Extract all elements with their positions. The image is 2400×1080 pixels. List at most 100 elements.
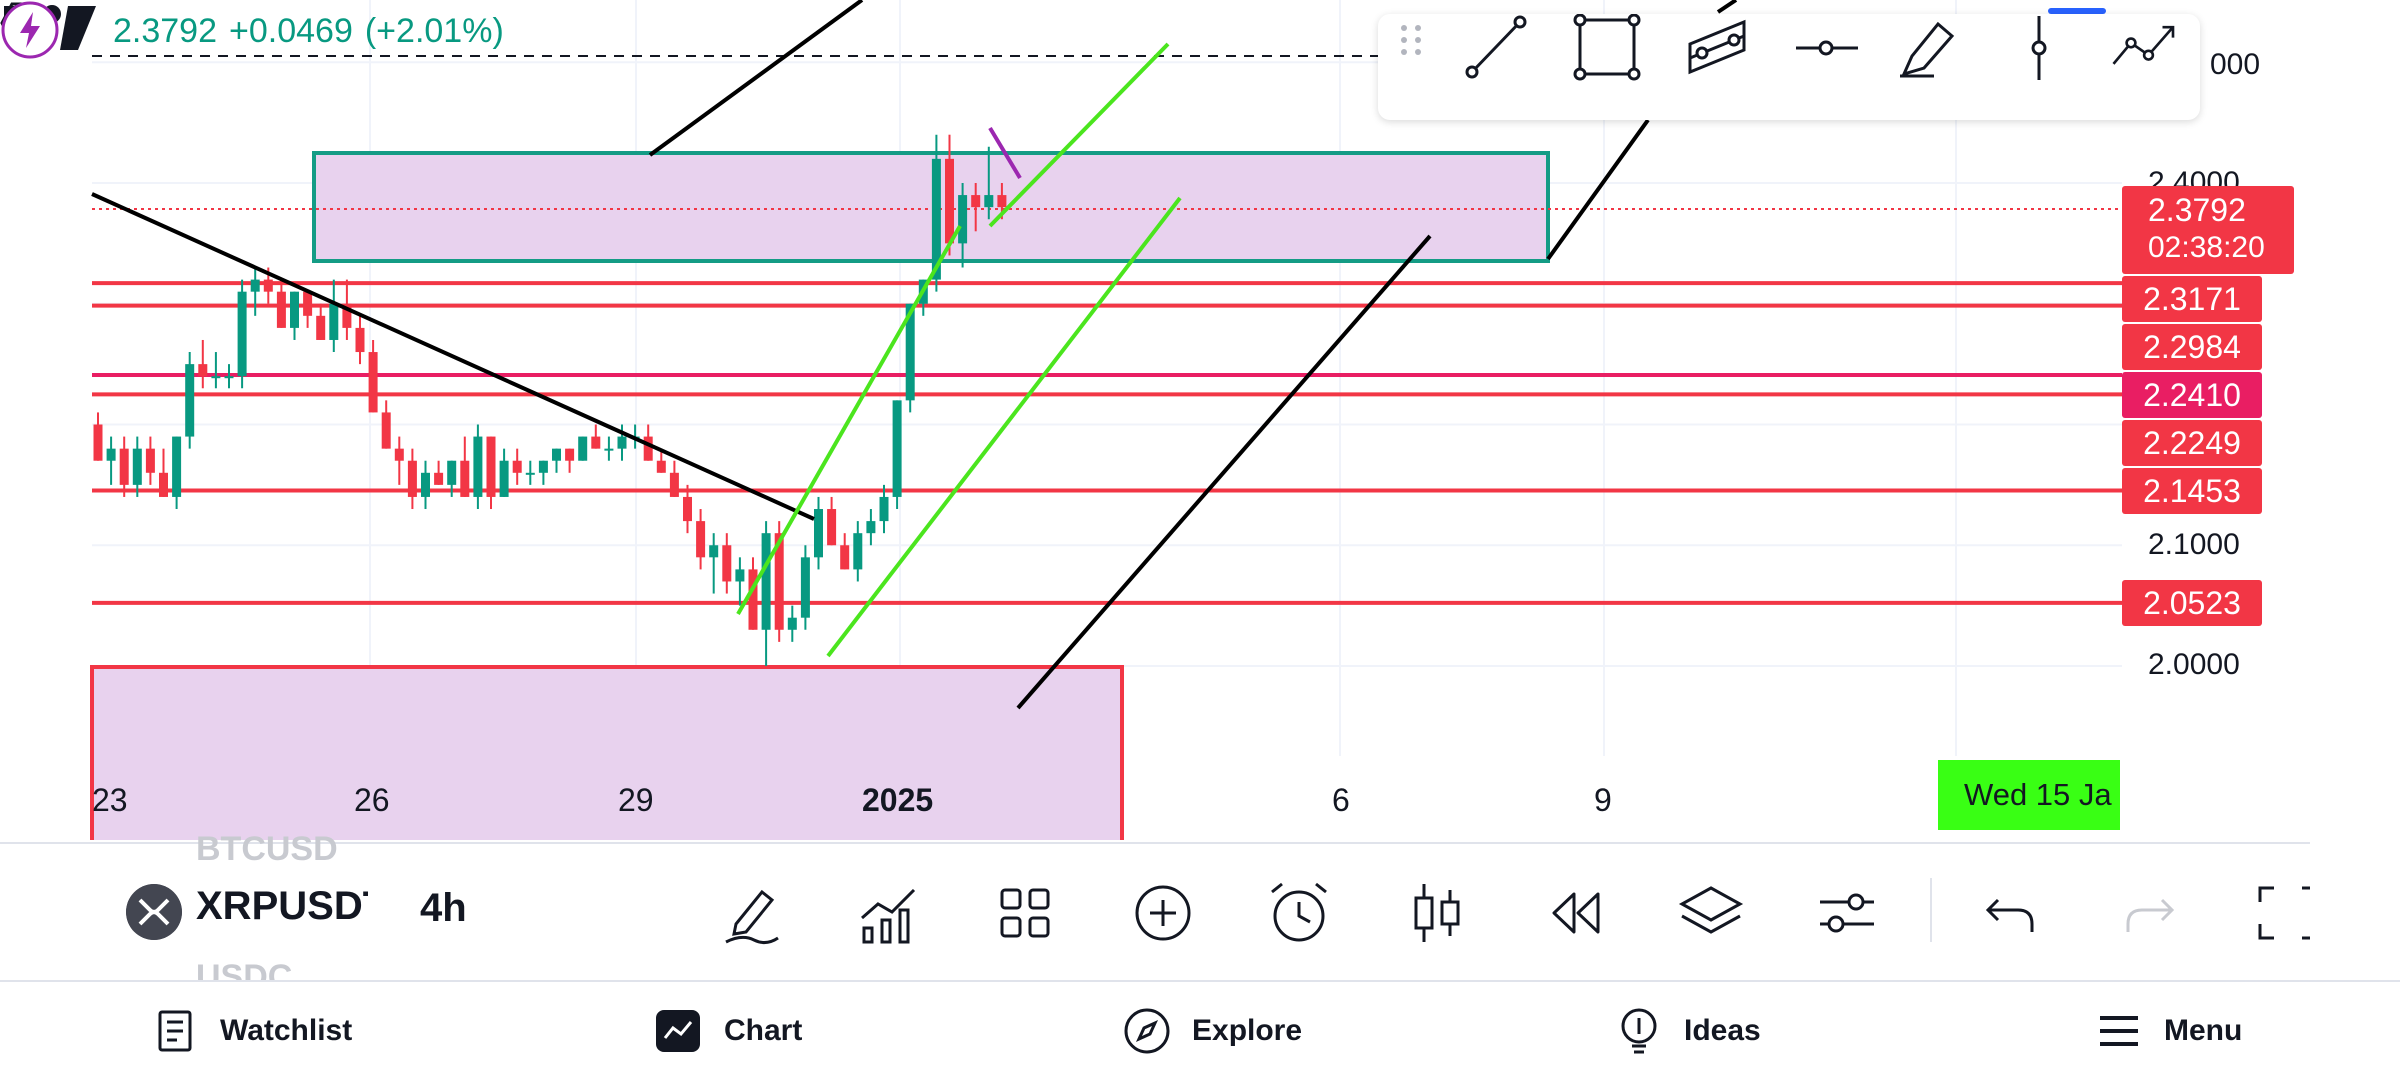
drawing-toolbar bbox=[1378, 14, 2200, 120]
vertical-line-icon[interactable] bbox=[2004, 14, 2074, 84]
quote-last: 2.3792 bbox=[113, 12, 217, 50]
level-tag[interactable]: 2.2249 bbox=[2122, 420, 2262, 466]
interval-selector[interactable]: 4h bbox=[420, 886, 467, 930]
nav-ideas[interactable]: Ideas bbox=[1614, 982, 1761, 1080]
current-price-tag[interactable]: 2.3792 02:38:20 bbox=[2122, 186, 2294, 274]
demand-zone-rectangle[interactable] bbox=[90, 665, 1124, 840]
candle-body bbox=[800, 557, 810, 618]
channel-line-lower[interactable] bbox=[826, 196, 1182, 658]
candle-body bbox=[827, 509, 837, 546]
bar-countdown: 02:38:20 bbox=[2148, 231, 2265, 264]
nav-explore[interactable]: Explore bbox=[1122, 982, 1302, 1080]
candle-body bbox=[407, 460, 417, 497]
price-quote: 2.3792 +0.0469 (+2.01%) bbox=[113, 12, 516, 51]
horizontal-ray-icon[interactable] bbox=[1792, 14, 1862, 84]
candle-body bbox=[931, 158, 941, 280]
nav-label: Watchlist bbox=[220, 1014, 353, 1047]
supply-zone-rectangle[interactable] bbox=[312, 151, 1550, 263]
candle-body bbox=[473, 436, 483, 497]
level-tag[interactable]: 2.2984 bbox=[2122, 324, 2262, 370]
symbol-prev[interactable]: BTCUSD bbox=[196, 830, 338, 868]
symbol-next[interactable]: USDC bbox=[196, 958, 293, 982]
chart-area[interactable]: 2.3792 +0.0469 (+2.01%) 2.4000 2.1000 2.00… bbox=[0, 0, 2400, 840]
settings-sliders-icon[interactable] bbox=[1812, 878, 1882, 948]
channel-line-upper-1[interactable] bbox=[736, 225, 962, 615]
candle-body bbox=[997, 195, 1007, 208]
candle-body bbox=[394, 448, 404, 461]
candle-body bbox=[263, 279, 273, 292]
candle-body bbox=[656, 460, 666, 473]
rectangle-icon[interactable] bbox=[1572, 14, 1642, 84]
candle-body bbox=[709, 545, 719, 558]
undo-icon[interactable] bbox=[1976, 878, 2046, 948]
candle-body bbox=[814, 509, 823, 558]
candle-body bbox=[538, 460, 548, 473]
candle-body bbox=[643, 436, 653, 461]
candle-body bbox=[303, 291, 313, 316]
purple-short-line[interactable] bbox=[988, 126, 1022, 180]
candle-style-icon[interactable] bbox=[1402, 878, 1472, 948]
drag-handle-icon[interactable] bbox=[1394, 14, 1430, 84]
templates-grid-icon[interactable] bbox=[990, 878, 1060, 948]
candle-body bbox=[434, 472, 444, 485]
candle-body bbox=[958, 195, 968, 244]
candle-body bbox=[578, 436, 588, 461]
time-axis-label-year: 2025 bbox=[862, 782, 934, 818]
indicators-icon[interactable] bbox=[854, 878, 924, 948]
candle-body bbox=[552, 448, 561, 461]
trend-line-upper[interactable] bbox=[648, 0, 864, 157]
candle-body bbox=[250, 279, 260, 292]
symbol-selector[interactable]: XRPUSDT bbox=[196, 884, 368, 928]
nav-label: Menu bbox=[2164, 1014, 2243, 1047]
path-icon[interactable] bbox=[2110, 14, 2180, 84]
candle-body bbox=[499, 460, 509, 497]
candle-body bbox=[879, 496, 889, 522]
drawing-pencil-icon[interactable] bbox=[718, 878, 788, 948]
nav-menu[interactable]: Menu bbox=[2094, 982, 2242, 1080]
nav-chart[interactable]: Chart bbox=[654, 982, 802, 1080]
hamburger-menu-icon bbox=[2100, 1016, 2138, 1046]
candle-body bbox=[604, 448, 614, 451]
candle-body bbox=[905, 303, 915, 401]
candle-body bbox=[421, 472, 430, 497]
trend-line-icon[interactable] bbox=[1462, 14, 1532, 84]
candle-body bbox=[368, 352, 378, 413]
nav-watchlist[interactable]: Watchlist bbox=[150, 982, 352, 1080]
candle-body bbox=[984, 195, 994, 208]
trend-line-top-right[interactable] bbox=[1716, 0, 1738, 14]
fullscreen-icon[interactable] bbox=[2252, 878, 2310, 948]
channel-line-upper-2[interactable] bbox=[988, 42, 1170, 228]
nav-label: Ideas bbox=[1684, 1014, 1761, 1047]
highlighter-icon[interactable] bbox=[1894, 14, 1964, 84]
candle-body bbox=[787, 617, 797, 630]
trend-line-descending[interactable] bbox=[91, 192, 815, 521]
replay-rewind-icon[interactable] bbox=[1540, 878, 1610, 948]
alarm-clock-icon[interactable] bbox=[1264, 878, 1334, 948]
layers-icon[interactable] bbox=[1676, 878, 1746, 948]
level-tag[interactable]: 2.3171 bbox=[2122, 276, 2262, 322]
watchlist-icon bbox=[158, 1010, 192, 1052]
parallel-channel-icon[interactable] bbox=[1682, 14, 1752, 84]
candle-body bbox=[683, 496, 692, 522]
add-plus-icon[interactable] bbox=[1128, 878, 1198, 948]
candle-body bbox=[145, 448, 155, 473]
candle-body bbox=[971, 195, 981, 208]
candle-body bbox=[93, 424, 103, 461]
candle-body bbox=[892, 400, 902, 497]
trend-line-right[interactable] bbox=[1546, 118, 1650, 261]
candle-body bbox=[565, 448, 575, 461]
redo-icon[interactable] bbox=[2114, 878, 2184, 948]
level-tag[interactable]: 2.0523 bbox=[2122, 580, 2262, 626]
bolt-icon[interactable] bbox=[0, 0, 60, 60]
time-axis-label: 23 bbox=[92, 782, 128, 818]
time-axis-label: 26 bbox=[354, 782, 390, 818]
candle-body bbox=[159, 472, 168, 497]
level-tag[interactable]: 2.2410 bbox=[2122, 372, 2262, 418]
candle-body bbox=[106, 448, 116, 461]
candle-body bbox=[316, 315, 326, 340]
level-tag[interactable]: 2.1453 bbox=[2122, 468, 2262, 514]
chart-canvas[interactable] bbox=[0, 0, 2400, 840]
trend-line-long[interactable] bbox=[1016, 234, 1432, 710]
candle-body bbox=[185, 364, 195, 437]
candle-body bbox=[329, 303, 339, 340]
